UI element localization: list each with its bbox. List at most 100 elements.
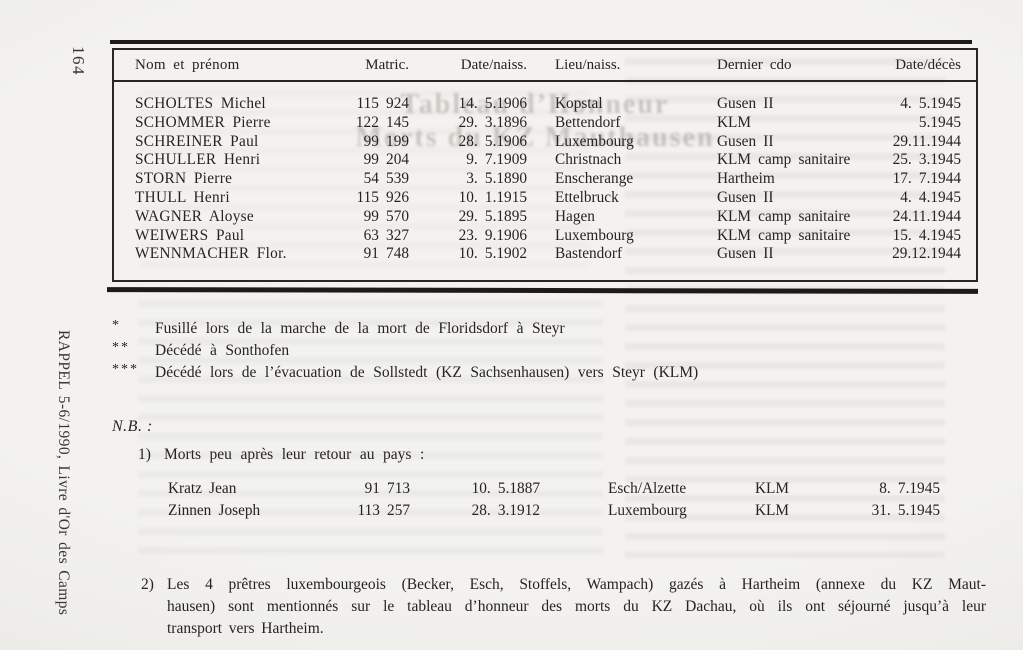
cell-name: WAGNER Aloyse xyxy=(135,207,255,225)
cell-birth-place: Esch/Alzette xyxy=(608,480,687,497)
page-number: 164 xyxy=(69,46,88,76)
cell-death-date: 15. 4.1945 xyxy=(892,226,961,244)
cell-matricule: 63 327 xyxy=(363,226,409,244)
cell-name: Kratz Jean xyxy=(168,480,237,497)
paragraph-line: transport vers Hartheim. xyxy=(167,620,324,637)
table-body: SCHOLTES Michel 115 924 14. 5.1906 Kopst… xyxy=(114,82,976,264)
footnote-marker: * xyxy=(112,318,121,333)
cell-last-kommando: Hartheim xyxy=(717,170,775,188)
cell-matricule: 99 204 xyxy=(363,151,409,169)
cell-matricule: 54 539 xyxy=(363,170,409,188)
footnote-marker: *** xyxy=(112,362,139,377)
cell-last-kommando: KLM xyxy=(755,480,789,497)
cell-matricule: 91 748 xyxy=(363,245,409,263)
cell-last-kommando: Gusen II xyxy=(717,245,774,263)
cell-matricule: 113 257 xyxy=(357,501,410,519)
cell-birth-place: Ettelbruck xyxy=(555,188,619,206)
cell-birth-date: 10. 1.1915 xyxy=(458,188,527,206)
cell-death-date: 17. 7.1944 xyxy=(892,170,961,188)
cell-death-date: 24.11.1944 xyxy=(892,207,961,225)
cell-name: SCHULLER Henri xyxy=(135,151,261,169)
nb-item-1-text: Morts peu après leur retour au pays : xyxy=(164,446,425,463)
table-row: THULL Henri 115 926 10. 1.1915 Ettelbruc… xyxy=(114,189,976,208)
table-row: WAGNER Aloyse 99 570 29. 5.1895 Hagen KL… xyxy=(114,208,976,227)
table-row: WENNMACHER Flor. 91 748 10. 5.1902 Baste… xyxy=(114,245,976,264)
nb-item-1: 1) Morts peu après leur retour au pays : xyxy=(138,446,424,464)
cell-death-date: 5.1945 xyxy=(918,113,961,131)
column-header-name: Nom et prénom xyxy=(135,57,240,73)
cell-matricule: 115 924 xyxy=(356,95,409,112)
column-header-matricule: Matric. xyxy=(365,57,409,73)
nb-table-row: Kratz Jean 91 713 10. 5.1887 Esch/Alzett… xyxy=(168,478,940,500)
nb-item-2-number: 2) xyxy=(141,576,154,593)
paragraph-line: hausen) sont mentionnés sur le tableau d… xyxy=(167,598,986,615)
footnote-text: Décédé lors de l’évacuation de Sollstedt… xyxy=(155,364,699,381)
cell-last-kommando: Gusen II xyxy=(717,188,774,206)
cell-name: STORN Pierre xyxy=(135,170,233,188)
nb-table-row: Zinnen Joseph 113 257 28. 3.1912 Luxembo… xyxy=(168,500,940,522)
cell-birth-date: 28. 3.1912 xyxy=(471,501,540,519)
cell-name: SCHREINER Paul xyxy=(135,132,259,150)
column-header-birth-date: Date/naiss. xyxy=(460,57,527,73)
table-header-row: Nom et prénom Matric. Date/naiss. Lieu/n… xyxy=(114,50,976,82)
cell-birth-date: 29. 3.1896 xyxy=(458,113,527,131)
cell-birth-date: 28. 5.1906 xyxy=(458,132,527,150)
cell-birth-place: Luxembourg xyxy=(608,501,687,519)
footnotes: * Fusillé lors de la marche de la mort d… xyxy=(112,318,698,384)
column-header-last-kommando: Dernier cdo xyxy=(717,57,792,73)
cell-last-kommando: KLM xyxy=(717,113,751,131)
cell-last-kommando: KLM xyxy=(755,501,789,519)
cell-matricule: 99 570 xyxy=(363,207,409,225)
table-row: WEIWERS Paul 63 327 23. 9.1906 Luxembour… xyxy=(114,227,976,246)
footnote-text: Fusillé lors de la marche de la mort de … xyxy=(155,320,565,337)
cell-birth-date: 3. 5.1890 xyxy=(466,170,527,188)
cell-matricule: 99 199 xyxy=(363,132,409,150)
column-header-birth-place: Lieu/naiss. xyxy=(555,57,621,73)
cell-death-date: 4. 4.1945 xyxy=(900,188,961,206)
cell-matricule: 91 713 xyxy=(364,480,410,497)
cell-name: WENNMACHER Flor. xyxy=(135,245,287,263)
nb-item-2: 2) Les 4 prêtres luxembourgeois (Becker,… xyxy=(141,574,986,640)
cell-death-date: 25. 3.1945 xyxy=(892,151,961,169)
cell-birth-date: 29. 5.1895 xyxy=(458,207,527,225)
cell-last-kommando: KLM camp sanitaire xyxy=(717,207,851,225)
table-row: SCHREINER Paul 99 199 28. 5.1906 Luxembo… xyxy=(114,133,976,152)
paragraph-line: Les 4 prêtres luxembourgeois (Becker, Es… xyxy=(167,576,986,593)
cell-name: WEIWERS Paul xyxy=(135,226,245,244)
table-row: STORN Pierre 54 539 3. 5.1890 Enscherang… xyxy=(114,170,976,189)
cell-last-kommando: Gusen II xyxy=(717,132,774,150)
table-row: SCHULLER Henri 99 204 9. 7.1909 Christna… xyxy=(114,151,976,170)
bottom-rule xyxy=(106,287,979,294)
nb-label: N.B. : xyxy=(112,418,153,435)
column-header-death-date: Date/décès xyxy=(895,57,961,73)
cell-name: THULL Henri xyxy=(135,188,230,206)
footnote: ** Décédé à Sonthofen xyxy=(112,340,698,362)
cell-birth-place: Kopstal xyxy=(555,95,603,112)
cell-birth-place: Christnach xyxy=(555,151,622,169)
table-row: SCHOLTES Michel 115 924 14. 5.1906 Kopst… xyxy=(114,95,976,114)
nb-item-1-number: 1) xyxy=(138,446,151,463)
cell-death-date: 8. 7.1945 xyxy=(879,480,940,497)
cell-birth-date: 14. 5.1906 xyxy=(458,95,527,112)
deaths-table: Nom et prénom Matric. Date/naiss. Lieu/n… xyxy=(112,48,978,282)
footnote: * Fusillé lors de la marche de la mort d… xyxy=(112,318,698,340)
cell-last-kommando: Gusen II xyxy=(717,95,774,112)
table-row: SCHOMMER Pierre 122 145 29. 3.1896 Bette… xyxy=(114,114,976,133)
cell-matricule: 122 145 xyxy=(355,113,409,131)
cell-birth-place: Hagen xyxy=(555,207,595,225)
cell-last-kommando: KLM camp sanitaire xyxy=(717,226,851,244)
cell-birth-place: Enscherange xyxy=(555,170,634,188)
cell-death-date: 29.12.1944 xyxy=(892,245,961,263)
cell-birth-place: Luxembourg xyxy=(555,226,634,244)
footnote-marker: ** xyxy=(112,340,130,355)
footnote: *** Décédé lors de l’évacuation de Solls… xyxy=(112,362,698,384)
cell-birth-place: Bettendorf xyxy=(555,113,621,131)
cell-death-date: 29.11.1944 xyxy=(892,132,961,150)
cell-birth-place: Bastendorf xyxy=(555,245,623,263)
cell-matricule: 115 926 xyxy=(356,188,409,206)
cell-birth-date: 23. 9.1906 xyxy=(458,226,527,244)
cell-birth-date: 10. 5.1887 xyxy=(471,480,540,497)
cell-name: Zinnen Joseph xyxy=(168,501,261,519)
cell-death-date: 4. 5.1945 xyxy=(900,95,961,112)
